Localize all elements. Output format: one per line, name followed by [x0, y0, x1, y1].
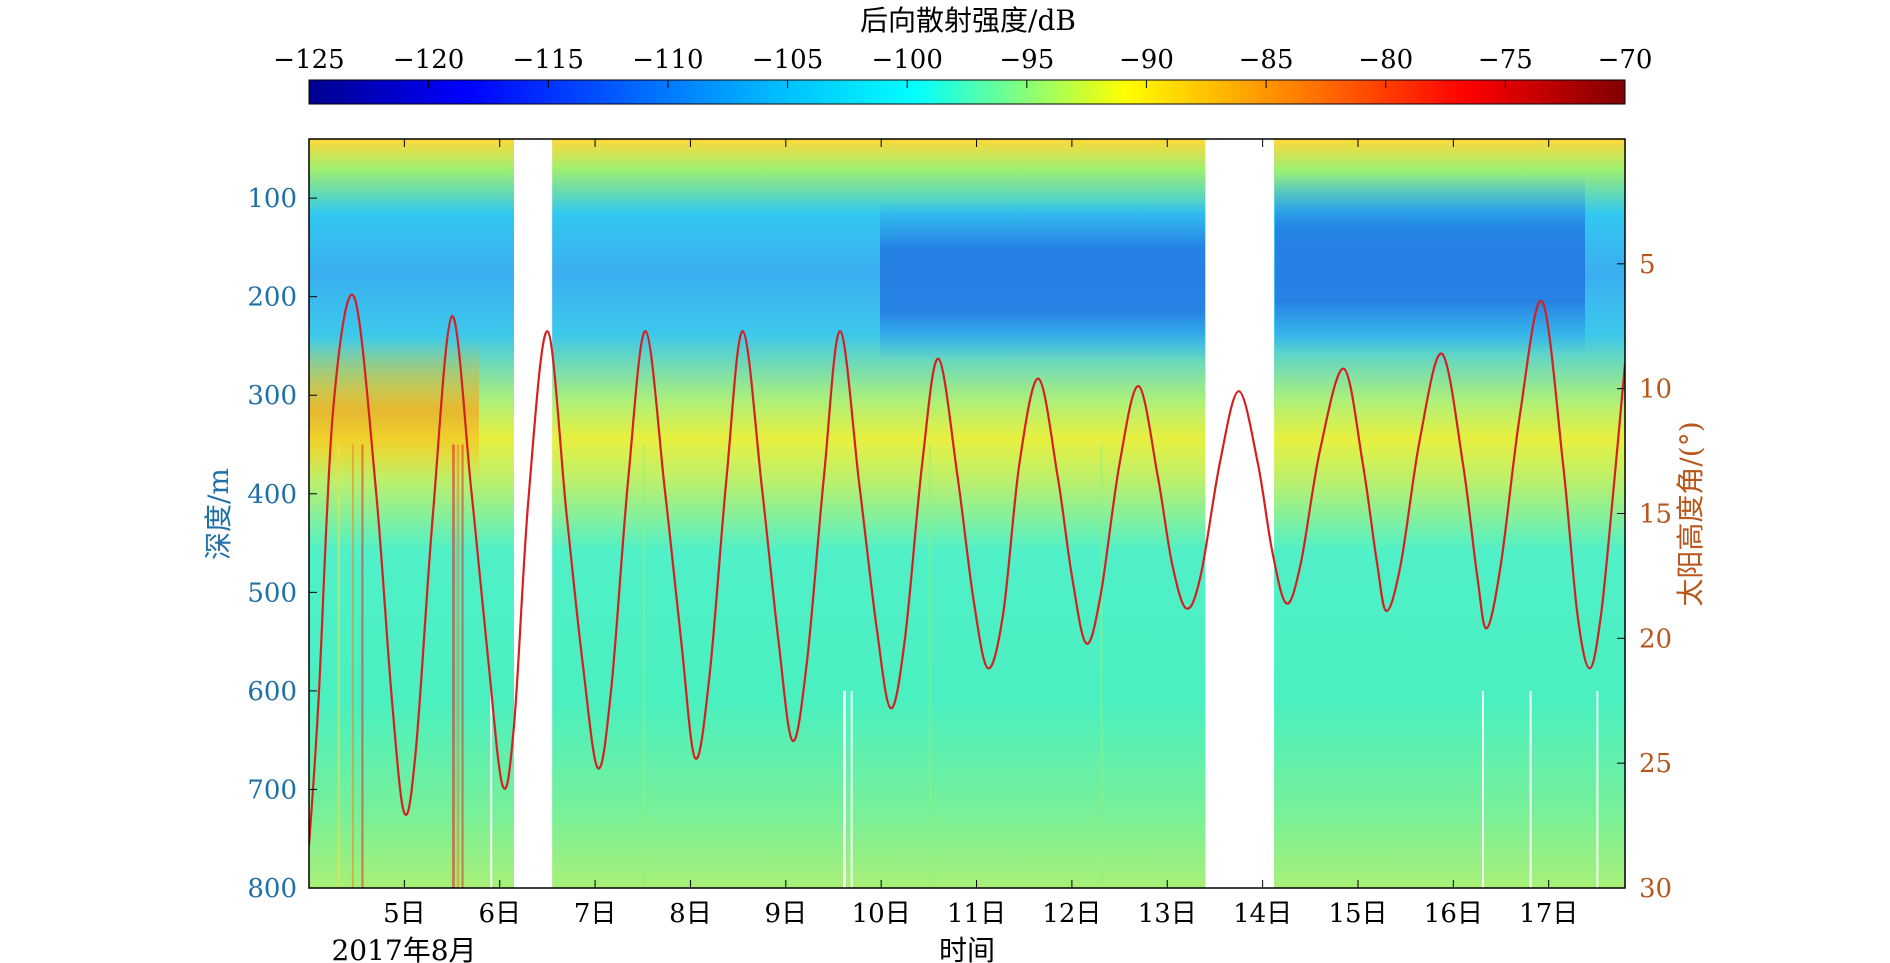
heatmap-streak — [843, 690, 846, 888]
x-tick-label: 7日 — [574, 899, 617, 929]
colorbar-tick-label: −70 — [1598, 45, 1653, 75]
x-tick-label: 17日 — [1519, 899, 1578, 929]
y-right-tick-label: 15 — [1639, 500, 1672, 530]
y-right-tick-label: 30 — [1639, 874, 1672, 904]
heatmap-streak — [351, 444, 354, 888]
heatmap-streak — [850, 690, 853, 888]
colorbar-tick-labels: −125 −120 −115 −110 −105 −100 −95 −90 −85 −80 −75 −… — [273, 45, 1652, 75]
y-left-tick-label: 500 — [247, 578, 297, 608]
x-tick-label: 13日 — [1138, 899, 1197, 929]
x-tick-label: 15日 — [1328, 899, 1387, 929]
colorbar-tick-label: −120 — [393, 45, 464, 75]
colorbar-title: 后向散射强度/dB — [860, 4, 1076, 37]
heatmap-streak — [461, 444, 464, 888]
heatmap-streak — [452, 444, 455, 888]
heatmap-streak — [1100, 444, 1103, 888]
y-right-axis-ticks: 5 10 15 20 25 30 — [1617, 250, 1672, 904]
x-tick-label: 9日 — [765, 899, 808, 929]
colorbar-ticks — [308, 80, 1626, 88]
heatmap-streak — [1596, 690, 1599, 888]
colorbar-tick-label: −100 — [871, 45, 942, 75]
y-left-tick-label: 200 — [247, 283, 297, 313]
x-tick-label: 14日 — [1233, 899, 1292, 929]
y-right-axis-label: 太阳高度角/(°) — [1674, 421, 1707, 606]
heatmap-streak — [337, 444, 340, 888]
x-tick-label: 16日 — [1424, 899, 1483, 929]
x-tick-label: 11日 — [947, 899, 1006, 929]
data-gap — [514, 139, 553, 888]
colorbar-tick-label: −125 — [273, 45, 344, 75]
y-right-tick-label: 25 — [1639, 749, 1672, 779]
heatmap-streaks — [337, 444, 1599, 888]
data-gaps — [514, 139, 1275, 888]
colorbar-tick-label: −80 — [1358, 45, 1413, 75]
colorbar-tick-label: −90 — [1119, 45, 1174, 75]
colorbar-tick-label: −85 — [1239, 45, 1294, 75]
x-tick-label: 6日 — [478, 899, 521, 929]
x-tick-label: 8日 — [669, 899, 712, 929]
low-backscatter-band-1 — [880, 200, 1205, 360]
y-left-tick-label: 400 — [247, 480, 297, 510]
y-left-axis-label: 深度/m — [202, 468, 235, 560]
heatmap-area — [309, 139, 1625, 888]
colorbar-tick-label: −105 — [752, 45, 823, 75]
x-tick-label: 10日 — [852, 899, 911, 929]
heatmap-streak — [1481, 690, 1484, 888]
y-left-axis-ticks: 100 200 300 400 500 600 700 800 — [247, 184, 317, 904]
colorbar-tick-label: −110 — [632, 45, 703, 75]
colorbar-tick-label: −75 — [1478, 45, 1533, 75]
sun-altitude-line — [309, 293, 1625, 846]
heatmap-streak — [642, 444, 645, 888]
heatmap-streak — [1529, 690, 1532, 888]
y-right-tick-label: 20 — [1639, 624, 1672, 654]
heatmap-streak — [928, 444, 931, 888]
heatmap-streak — [361, 444, 364, 888]
y-left-tick-label: 300 — [247, 381, 297, 411]
x-tick-label: 12日 — [1042, 899, 1101, 929]
x-axis-label: 时间 — [939, 934, 995, 963]
x-tick-label: 5日 — [383, 899, 426, 929]
colorbar — [308, 79, 1626, 105]
y-right-tick-label: 5 — [1639, 250, 1656, 280]
colorbar-tick-label: −115 — [513, 45, 584, 75]
y-left-tick-label: 100 — [247, 184, 297, 214]
heatmap-streak — [456, 444, 460, 888]
colorbar-tick-label: −95 — [999, 45, 1054, 75]
data-gap — [1205, 139, 1275, 888]
low-backscatter-band-2 — [1275, 175, 1585, 355]
y-left-tick-label: 700 — [247, 775, 297, 805]
x-axis-ticks: 5日 6日 7日 8日 9日 10日 11日 12日 13日 14日 15日 16日 17日 — [383, 139, 1578, 929]
y-left-tick-label: 600 — [247, 677, 297, 707]
y-right-tick-label: 10 — [1639, 375, 1672, 405]
heatmap-streak — [490, 690, 493, 888]
x-axis-sublabel: 2017年8月 — [331, 934, 476, 963]
y-left-tick-label: 800 — [247, 874, 297, 904]
